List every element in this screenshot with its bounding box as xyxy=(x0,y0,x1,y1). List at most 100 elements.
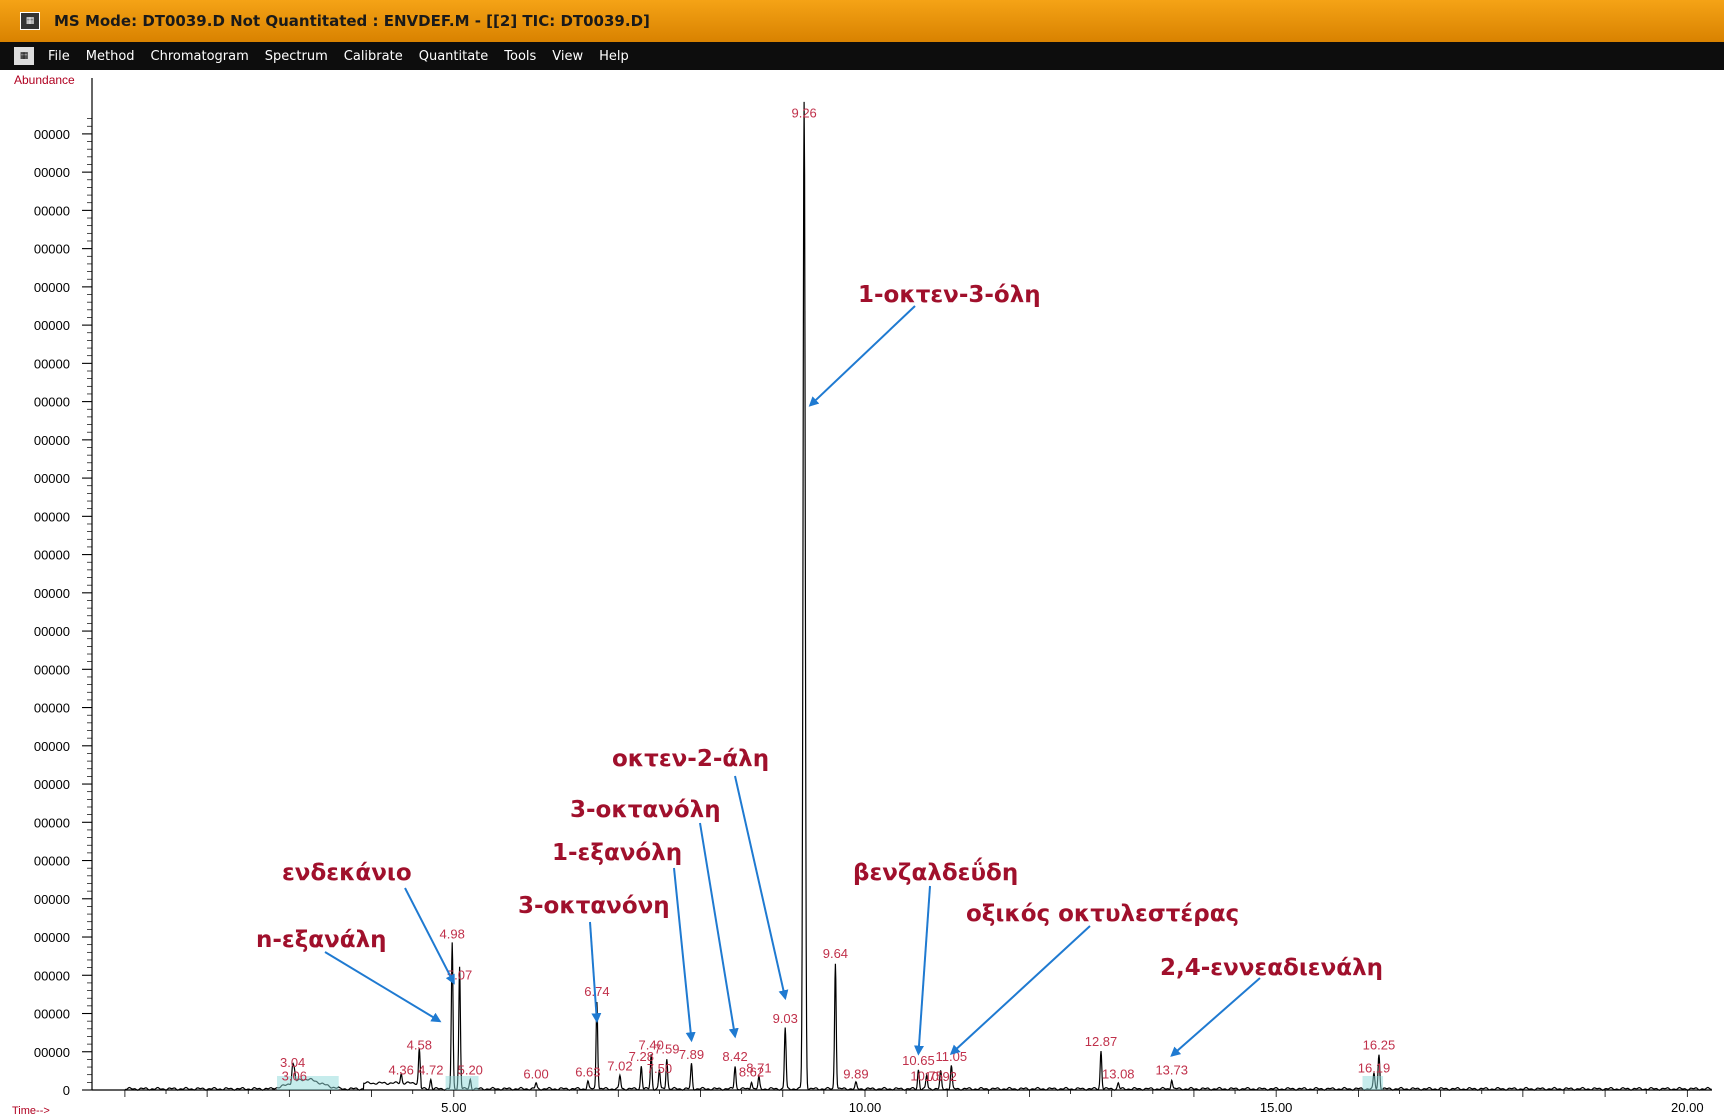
y-tick-label: 00000 xyxy=(34,318,70,333)
menu-calibrate[interactable]: Calibrate xyxy=(343,48,403,64)
peak-label: 7.40 xyxy=(639,1038,664,1053)
peak-label: 4.36 xyxy=(389,1062,414,1077)
peak-label: 7.28 xyxy=(629,1049,654,1064)
y-tick-label: 00000 xyxy=(34,854,70,869)
y-tick-label: 00000 xyxy=(34,356,70,371)
annotation-arrow xyxy=(673,867,696,1043)
menu-tools[interactable]: Tools xyxy=(504,48,537,64)
peak-label: 3.04 xyxy=(280,1055,305,1070)
compound-annotation: 2,4-εννεαδιενάλη xyxy=(1160,955,1383,981)
peak-label: 11.05 xyxy=(936,1049,968,1064)
y-tick-label: 00000 xyxy=(34,433,70,448)
y-tick-label: 00000 xyxy=(34,586,70,601)
x-tick-label: 5.00 xyxy=(441,1100,466,1115)
y-tick-label: 00000 xyxy=(34,739,70,754)
annotation-arrow xyxy=(1170,977,1261,1057)
y-tick-label: 00000 xyxy=(34,777,70,792)
peak-label: 4.98 xyxy=(440,927,465,942)
y-tick-label: 00000 xyxy=(34,165,70,180)
menu-chromatogram[interactable]: Chromatogram xyxy=(150,48,249,64)
y-tick-label: 00000 xyxy=(34,471,70,486)
y-tick-label: 00000 xyxy=(34,548,70,563)
compound-annotation: 1-εξανόλη xyxy=(552,840,682,866)
annotation-arrow xyxy=(734,775,789,1001)
y-tick-label: 00000 xyxy=(34,968,70,983)
y-tick-label: 00000 xyxy=(34,815,70,830)
menu-quantitate[interactable]: Quantitate xyxy=(418,48,489,64)
y-tick-label: 00000 xyxy=(34,930,70,945)
y-tick-label: 00000 xyxy=(34,662,70,677)
peak-label: 10.75 xyxy=(910,1069,943,1084)
peak-label: 6.63 xyxy=(575,1064,600,1079)
annotation-arrow xyxy=(699,822,739,1039)
compound-annotation: οξικός οκτυλεστέρας xyxy=(966,901,1239,927)
y-axis-title: Abundance xyxy=(14,73,75,87)
peak-label: 9.26 xyxy=(791,105,816,120)
annotation-arrow xyxy=(914,885,931,1056)
peak-label: 4.58 xyxy=(407,1038,432,1053)
tic-trace xyxy=(124,101,1712,1091)
compound-annotation: οκτεν-2-άλη xyxy=(612,746,769,772)
peak-label: 6.74 xyxy=(584,984,609,999)
y-tick-label: 00000 xyxy=(34,892,70,907)
peak-label: 9.03 xyxy=(773,1011,798,1026)
annotation-arrow xyxy=(404,887,455,985)
title-bar: ▦ MS Mode: DT0039.D Not Quantitated : EN… xyxy=(0,0,1724,42)
y-tick-label: 0 xyxy=(63,1083,70,1098)
peak-label: 10.65 xyxy=(902,1053,935,1068)
menu-help[interactable]: Help xyxy=(599,48,629,64)
peak-label: 16.25 xyxy=(1363,1038,1396,1053)
peak-label: 8.62 xyxy=(739,1064,764,1079)
x-tick-label: 20.00 xyxy=(1671,1100,1704,1115)
y-tick-label: 00000 xyxy=(34,1007,70,1022)
annotation-arrow xyxy=(949,925,1091,1056)
peak-label: 7.59 xyxy=(654,1041,679,1056)
integration-region xyxy=(445,1076,479,1090)
y-tick-label: 00000 xyxy=(34,509,70,524)
compound-annotation: 1-οκτεν-3-όλη xyxy=(858,282,1041,308)
y-tick-label: 00000 xyxy=(34,127,70,142)
y-tick-label: 00000 xyxy=(34,242,70,257)
x-axis-title: Time--> xyxy=(12,1105,50,1117)
annotation-arrow xyxy=(589,921,602,1024)
compound-annotation: n-εξανάλη xyxy=(256,927,387,953)
peak-label: 3.06 xyxy=(282,1069,307,1084)
peak-label: 7.89 xyxy=(679,1047,704,1062)
y-tick-label: 00000 xyxy=(34,624,70,639)
peak-label: 12.87 xyxy=(1085,1034,1118,1049)
peak-label: 6.00 xyxy=(523,1066,548,1081)
peak-label: 8.42 xyxy=(722,1049,747,1064)
peak-label: 13.73 xyxy=(1155,1062,1188,1077)
menu-file[interactable]: File xyxy=(48,48,70,64)
peak-label: 16.19 xyxy=(1358,1061,1391,1076)
tic-chart: 0000000000000000000000000000000000000000… xyxy=(12,73,1712,1117)
compound-annotation: βενζαλδεΰδη xyxy=(853,857,1018,886)
annotation-arrow xyxy=(324,951,442,1023)
menu-spectrum[interactable]: Spectrum xyxy=(264,48,328,64)
compound-annotation: 3-οκτανόνη xyxy=(518,893,670,919)
compound-annotation: ενδεκάνιο xyxy=(282,860,412,886)
document-icon[interactable]: ▦ xyxy=(14,47,34,65)
peak-label: 4.72 xyxy=(418,1062,443,1077)
x-tick-label: 10.00 xyxy=(849,1100,882,1115)
peak-label: 8.71 xyxy=(746,1061,771,1076)
annotation-arrow xyxy=(808,305,916,407)
peak-label: 10.92 xyxy=(924,1069,957,1084)
window-title: MS Mode: DT0039.D Not Quantitated : ENVD… xyxy=(54,12,650,30)
integration-region xyxy=(1362,1076,1384,1090)
menu-view[interactable]: View xyxy=(552,48,584,64)
peak-label: 9.89 xyxy=(843,1066,868,1081)
menu-bar: ▦ File Method Chromatogram Spectrum Cali… xyxy=(0,42,1724,70)
menu-method[interactable]: Method xyxy=(85,48,135,64)
x-tick-label: 15.00 xyxy=(1260,1100,1293,1115)
compound-annotation: 3-οκτανόλη xyxy=(570,797,721,823)
peak-label: 7.50 xyxy=(647,1061,672,1076)
y-tick-label: 00000 xyxy=(34,203,70,218)
peak-label: 7.02 xyxy=(607,1059,632,1074)
chromatogram-plot: 00000 00000 00000 00000 00000 00000 00000 00000… xyxy=(0,70,1724,1117)
integration-region xyxy=(277,1076,339,1090)
y-tick-label: 00000 xyxy=(34,395,70,410)
peak-label: 9.64 xyxy=(823,946,848,961)
app-icon: ▦ xyxy=(20,12,40,30)
